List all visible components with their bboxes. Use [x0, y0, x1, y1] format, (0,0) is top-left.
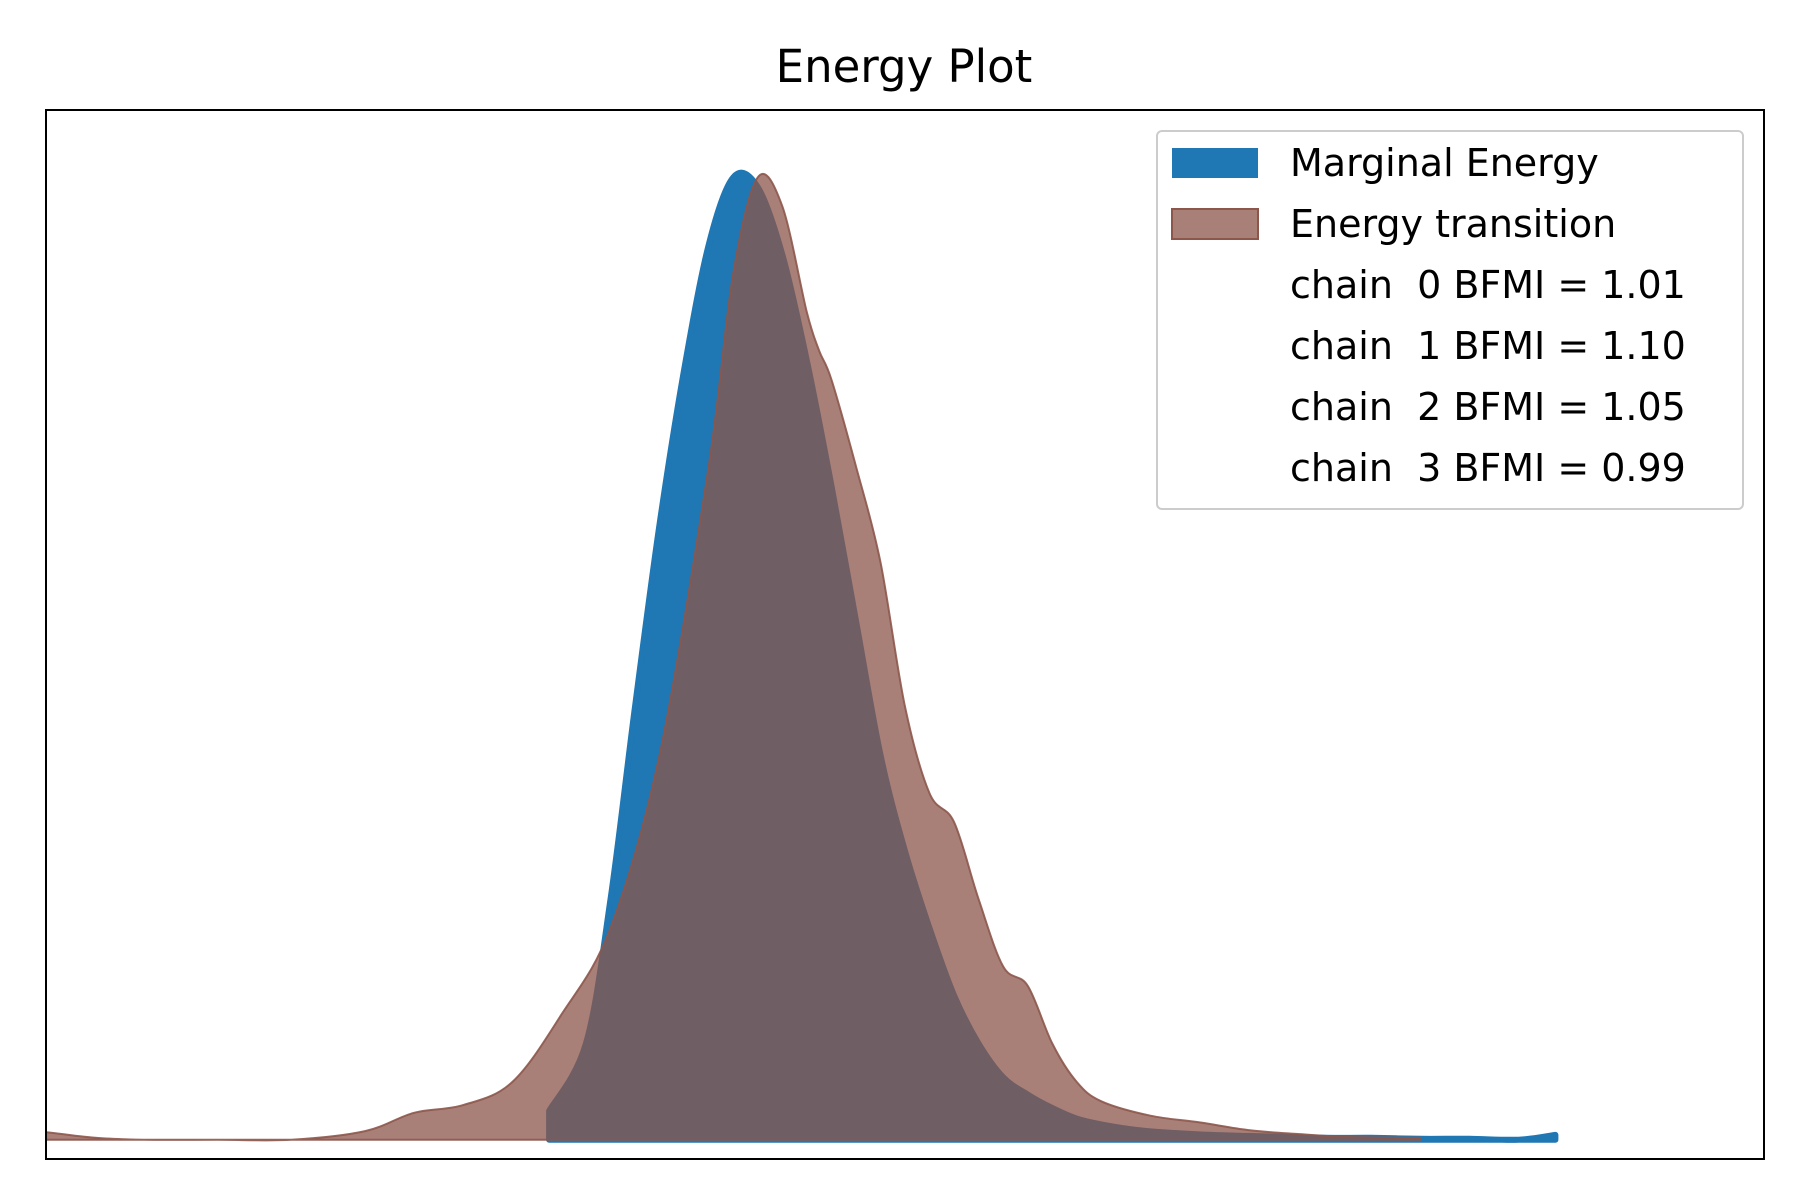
legend-label-4: chain 2 BFMI = 1.05 — [1290, 385, 1686, 429]
legend-label-5: chain 3 BFMI = 0.99 — [1290, 446, 1686, 490]
legend-label-0: Marginal Energy — [1290, 141, 1599, 185]
legend-label-3: chain 1 BFMI = 1.10 — [1290, 324, 1686, 368]
chart-title: Energy Plot — [776, 40, 1033, 93]
series-area-energy-transition — [45, 172, 1422, 1142]
legend-label-2: chain 0 BFMI = 1.01 — [1290, 263, 1686, 307]
legend-label-1: Energy transition — [1290, 202, 1616, 246]
axes-frame — [45, 109, 1765, 1160]
legend-swatch-0 — [1172, 148, 1258, 178]
legend: Marginal Energy Energy transition chain 0 … — [1156, 130, 1744, 510]
legend-swatch-1 — [1171, 208, 1259, 240]
legend-box — [1156, 130, 1744, 510]
plot-area — [45, 169, 1559, 1143]
